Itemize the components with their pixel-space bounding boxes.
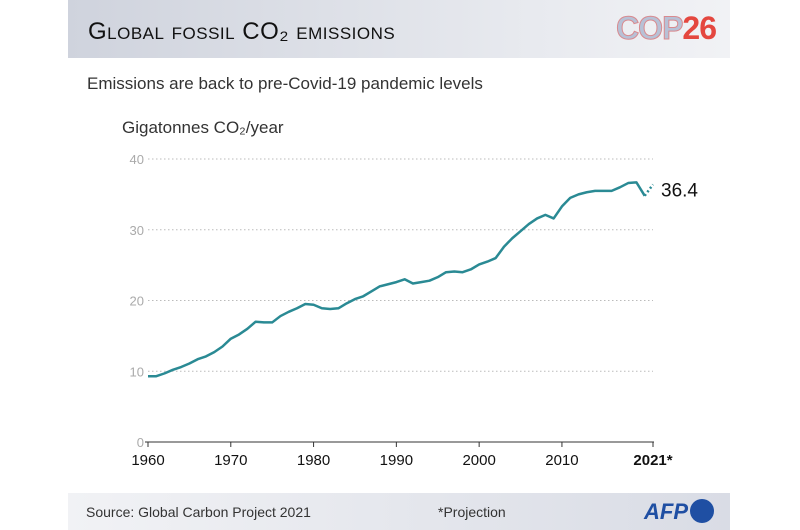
x-tick-label: 1970 xyxy=(214,452,247,469)
y-axis-label: Gigatonnes CO₂/year xyxy=(122,118,284,137)
y-tick-label: 10 xyxy=(130,364,144,379)
x-tick-label: 1960 xyxy=(131,452,164,469)
chart-title: Global fossil CO₂ emissions xyxy=(88,18,396,45)
y-tick-label: 40 xyxy=(130,152,144,167)
x-tick-label: 2021* xyxy=(633,452,672,469)
projection-line xyxy=(643,183,655,197)
x-tick-label: 1990 xyxy=(380,452,413,469)
emissions-line xyxy=(148,181,646,378)
subtitle: Emissions are back to pre-Covid-19 pande… xyxy=(87,74,483,93)
footer-band: Source: Global Carbon Project 2021 *Proj… xyxy=(68,493,730,530)
header-band: Global fossil CO₂ emissions COP26 xyxy=(68,0,730,58)
source-note: Source: Global Carbon Project 2021 xyxy=(86,504,311,520)
projection-label: 36.4 xyxy=(661,180,698,201)
cop26-logo: COP26 xyxy=(616,10,717,47)
y-tick-label: 20 xyxy=(130,294,144,309)
afp-logo: AFP xyxy=(644,499,714,525)
x-tick-label: 1980 xyxy=(297,452,330,469)
x-tick-label: 2010 xyxy=(545,452,578,469)
y-tick-label: 0 xyxy=(137,435,144,450)
x-tick-label: 2000 xyxy=(462,452,495,469)
y-tick-label: 30 xyxy=(130,223,144,238)
projection-note: *Projection xyxy=(438,504,506,520)
